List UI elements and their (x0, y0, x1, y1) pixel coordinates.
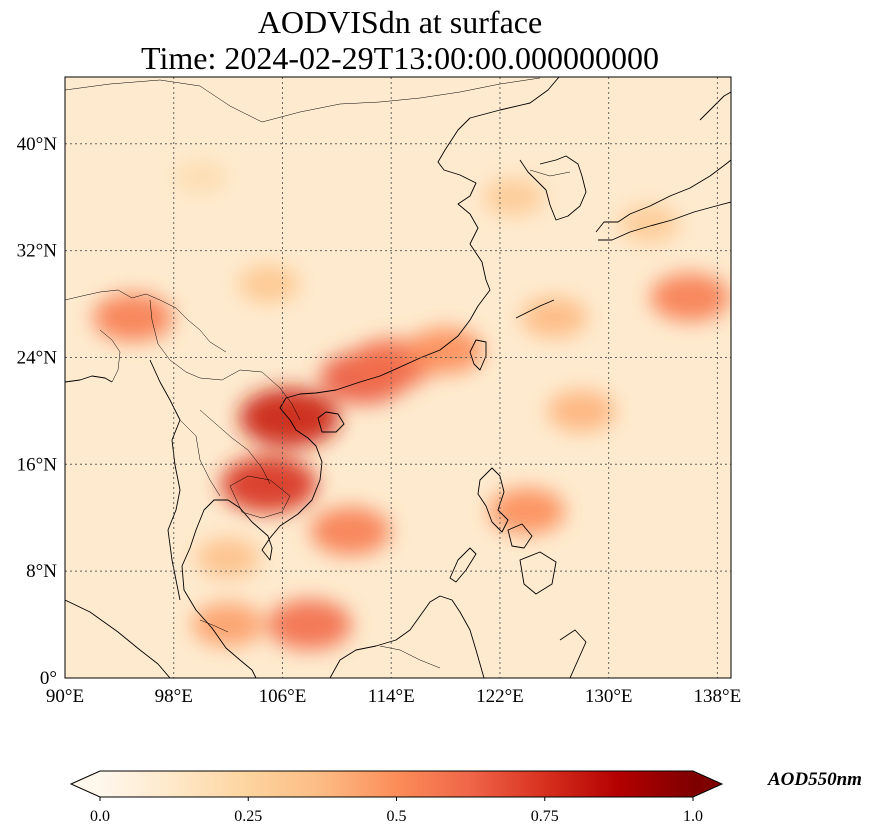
coastline-korea (519, 155, 587, 221)
aod-feature (174, 160, 227, 194)
aod-feature (407, 327, 484, 374)
coastline-sumatra (65, 599, 171, 678)
coastline-luzon (477, 467, 509, 533)
lat-tick-label: 24°N (17, 347, 58, 368)
map-title: AODVISdn at surface (257, 4, 543, 40)
aod-feature (483, 178, 544, 216)
coastline-borneo (329, 595, 485, 678)
lat-tick-label: 0° (40, 668, 57, 689)
border-south-asia (65, 289, 227, 353)
coastline-visayas (507, 523, 533, 549)
colorbar-tick-label: 0.75 (531, 808, 559, 825)
coastline-japan-kyushu-honshu (595, 159, 731, 233)
border-thailand-myanmar (179, 419, 221, 497)
colorbar-units-label: AOD550nm (768, 769, 862, 790)
lat-tick-label: 8°N (26, 561, 57, 582)
colorbar-extend-high (693, 771, 722, 797)
border-borneo (379, 645, 441, 669)
border-korea (529, 169, 571, 177)
country-borders (65, 77, 571, 669)
coastline-mainland (181, 77, 560, 678)
aod-feature (238, 264, 300, 304)
lon-tick-label: 106°E (259, 686, 307, 707)
colorbar-tick-label: 0.0 (90, 808, 110, 825)
lat-tick-label: 32°N (17, 241, 58, 262)
coastline-palawan (449, 547, 477, 583)
aod-feature (619, 205, 680, 243)
colorbar-body (100, 771, 693, 797)
aod-feature (239, 387, 340, 448)
border-cambodia (229, 475, 291, 519)
aod-feature (489, 488, 566, 535)
coastline-taiwan (469, 339, 487, 371)
lon-tick-label: 90°E (46, 686, 84, 707)
lat-tick-label: 16°N (17, 454, 58, 475)
border-malaysia (199, 619, 229, 633)
coastline-japan-south (598, 201, 731, 241)
border-north (65, 77, 541, 123)
map-plot-area (65, 77, 731, 678)
aod-feature (310, 506, 391, 556)
colorbar-ticks: 0.0 0.25 0.5 0.75 1.0 (90, 797, 703, 825)
aod-feature (267, 599, 352, 650)
aod-feature (196, 538, 261, 578)
coastlines (65, 77, 731, 678)
colorbar-tick-label: 1.0 (683, 808, 703, 825)
colorbar-tick-label: 0.25 (234, 808, 262, 825)
axis-ticks: 90°E 98°E 106°E 114°E 122°E 130°E 138°E 0° 8°N 16… (17, 134, 742, 707)
lon-tick-label: 122°E (476, 686, 524, 707)
coastline-japan-north (699, 91, 731, 121)
aod-feature (192, 602, 265, 647)
gridlines (65, 77, 731, 678)
border-thailand-laos (199, 409, 271, 485)
lon-tick-label: 98°E (155, 686, 193, 707)
colorbar: 0.0 0.25 0.5 0.75 1.0 (69, 770, 724, 825)
coastline-myanmar (149, 359, 181, 601)
aod-feature (220, 455, 317, 513)
aod-feature (650, 273, 731, 322)
border-myanmar-china (149, 299, 201, 379)
aod-feature (92, 293, 173, 342)
lon-tick-label: 114°E (368, 686, 415, 707)
colorbar-tick-label: 0.5 (387, 808, 407, 825)
border-laos-vietnam (199, 369, 301, 421)
colorbar-extend-low (71, 771, 100, 797)
lon-tick-label: 138°E (694, 686, 742, 707)
coastline-ryukyu (515, 299, 555, 319)
map-border (64, 76, 732, 679)
coastline-hainan (317, 411, 345, 433)
aod-feature (521, 297, 588, 338)
border-bangladesh (99, 329, 121, 383)
aod-feature (547, 390, 616, 432)
coastline-bay-of-bengal (65, 375, 113, 383)
lon-tick-label: 130°E (585, 686, 633, 707)
coastline-mindanao (519, 551, 557, 595)
aod-field-layer (92, 160, 731, 650)
coastline-sulawesi (559, 629, 587, 678)
map-subtitle: Time: 2024-02-29T13:00:00.000000000 (141, 40, 659, 76)
lat-tick-label: 40°N (17, 134, 58, 155)
